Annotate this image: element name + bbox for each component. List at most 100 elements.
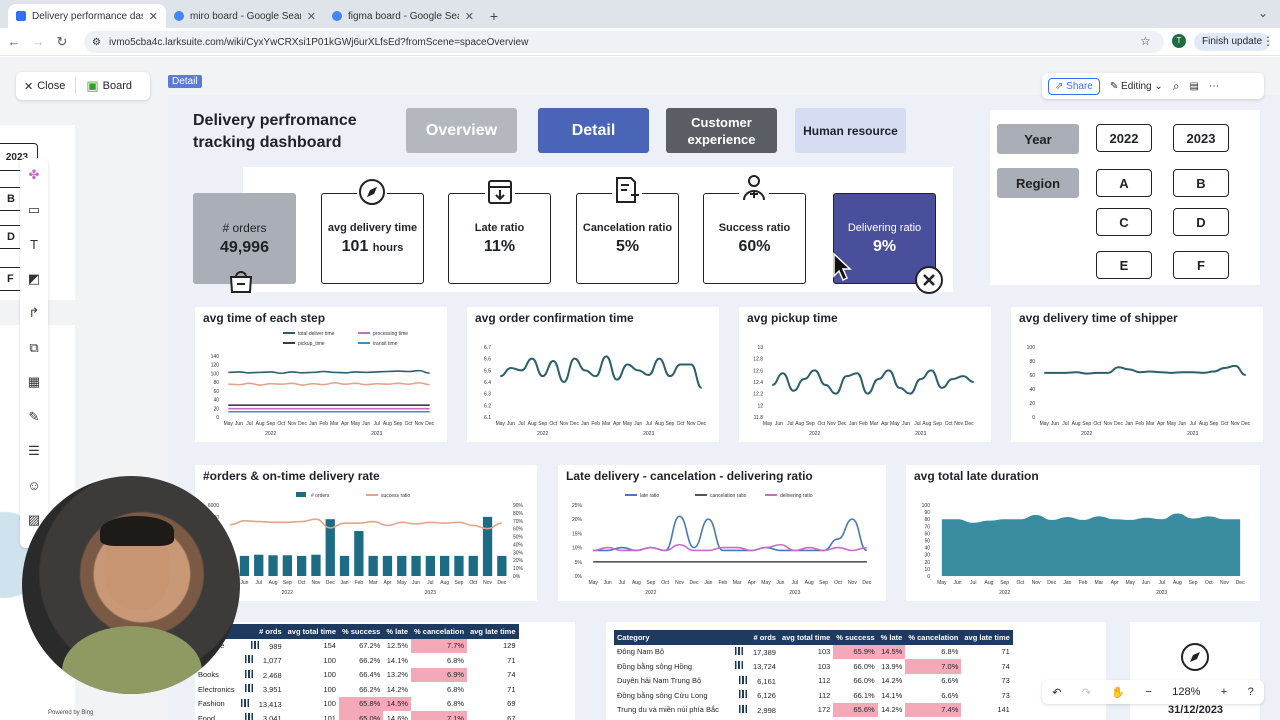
zoom-level[interactable]: 128% [1172, 686, 1201, 698]
close-tab-icon[interactable]: ✕ [464, 10, 474, 23]
table-row[interactable]: Electronics 3,951 100 66.2% 14.2% 6.8% 71 [195, 682, 519, 697]
image-tool-icon[interactable]: ▨ [27, 512, 41, 528]
finish-update-button[interactable]: Finish update [1194, 33, 1271, 51]
column-header[interactable]: avg total time [284, 624, 339, 639]
table-row[interactable]: Trung du và miền núi phía Bắc 2,998 172 65.… [614, 702, 1013, 717]
reload-icon[interactable]: ↻ [56, 33, 68, 49]
region-a-button[interactable]: A [1096, 169, 1152, 197]
region-f-button[interactable]: F [1173, 251, 1229, 279]
nav-customer-experience-button[interactable]: Customer experience [666, 108, 777, 153]
help-icon[interactable]: ? [1247, 686, 1254, 698]
table-cell: 14.1% [881, 690, 903, 700]
kpi-success-ratio[interactable]: Success ratio 60% [703, 193, 806, 284]
region-e-button[interactable]: E [1096, 251, 1152, 279]
table-row[interactable]: Đồng bằng sông Cửu Long 6,126 112 66.1% 14.1… [614, 688, 1013, 703]
bookmark-star-icon[interactable]: ☆ [1140, 34, 1151, 48]
x-tick-label: Nov [483, 580, 492, 586]
column-header[interactable]: avg total time [778, 630, 834, 645]
column-header[interactable]: % cancelation [411, 624, 468, 639]
column-header[interactable]: avg late time [961, 630, 1013, 645]
text-tool-icon[interactable]: T [30, 236, 38, 252]
list-tool-icon[interactable]: ☰ [28, 443, 40, 459]
y-tick-label: 60 [924, 531, 930, 537]
x-tick-label: May [397, 580, 407, 586]
table-row[interactable]: Duyên hải Nam Trung Bộ 6,161 112 66.0% 14.2%… [614, 674, 1013, 689]
board-title[interactable]: Board [102, 80, 132, 92]
ai-tool-icon[interactable]: ✤ [28, 167, 40, 183]
column-header[interactable]: % late [877, 630, 906, 645]
kpi-delivering-ratio[interactable]: Delivering ratio 9% [833, 193, 936, 284]
column-header[interactable]: % success [338, 624, 384, 639]
year-2022-button[interactable]: 2022 [1096, 124, 1152, 152]
table-tool-icon[interactable]: ▦ [27, 374, 41, 390]
table-cell: 172 [817, 705, 831, 715]
zoom-out-icon[interactable]: − [1145, 686, 1152, 698]
table-row[interactable]: Đông Nam Bộ 17,389 103 65.9% 14.5% 6.8% 71 [614, 644, 1013, 659]
table-row[interactable]: Fashion 13,413 100 65.8% 14.5% 6.8% 69 [195, 696, 519, 711]
table-row[interactable]: Đồng bằng sông Hồng 13,724 103 66.0% 13.9% 7.… [614, 659, 1013, 674]
x-tick-label: May [496, 421, 506, 427]
browser-tab[interactable]: Delivery performance dashbo ✕ [8, 4, 166, 28]
connector-tool-icon[interactable]: ↱ [28, 305, 40, 321]
region-filter-label: Region [997, 168, 1079, 198]
browser-tab[interactable]: miro board - Google Search ✕ [166, 4, 324, 28]
column-header[interactable]: Category [614, 630, 732, 645]
series-line [772, 369, 974, 395]
nav-overview-button[interactable]: Overview [406, 108, 517, 153]
region-b-button[interactable]: B [1173, 169, 1229, 197]
x-tick-label: Apr [613, 421, 621, 427]
close-icon[interactable]: ✕ [24, 80, 34, 93]
close-tab-icon[interactable]: ✕ [148, 10, 158, 23]
left-year-chip[interactable]: 2023 [0, 143, 38, 171]
frame-tag[interactable]: Detail [168, 75, 202, 88]
nav-human-resource-button[interactable]: Human resource [795, 108, 906, 153]
rectangle-tool-icon[interactable]: ▭ [27, 201, 41, 217]
forward-icon[interactable]: → [31, 34, 45, 49]
close-button[interactable]: Close [37, 80, 66, 92]
kpi-avg-delivery-time[interactable]: avg delivery time 101 hours [321, 193, 424, 284]
frame-tool-icon[interactable]: ⧉ [29, 339, 39, 355]
column-header[interactable]: # ords [237, 624, 285, 639]
table-row[interactable]: omotive98915467.2%12.5%7.7%129 [195, 638, 519, 653]
back-icon[interactable]: ← [7, 34, 21, 49]
more-icon[interactable]: ⋯ [1208, 80, 1219, 92]
table-row[interactable]: Food 3,041 101 65.0% 14.6% 7.1% 67 [195, 711, 519, 720]
browser-menu-icon[interactable]: ⋮ [1262, 34, 1274, 48]
emoji-tool-icon[interactable]: ☺ [27, 478, 41, 494]
pen-tool-icon[interactable]: ✎ [28, 408, 40, 424]
outline-icon[interactable]: ▤ [1189, 80, 1199, 92]
tab-search-icon[interactable]: ⌄ [1257, 6, 1268, 20]
hand-tool-icon[interactable]: ✋ [1111, 686, 1126, 699]
editing-dropdown[interactable]: ✎ Editing ⌄ [1109, 80, 1163, 92]
share-button[interactable]: ⇗ Share [1048, 77, 1100, 95]
y-tick-label: 12.4 [753, 380, 763, 386]
close-tab-icon[interactable]: ✕ [306, 10, 316, 23]
x-tick-label: Oct [1221, 421, 1229, 427]
column-header[interactable]: % late [383, 624, 412, 639]
column-header[interactable]: avg late time [467, 624, 519, 639]
x-tick-label: Sep [933, 421, 942, 427]
sticky-note-icon[interactable]: ◩ [27, 270, 41, 286]
table-row[interactable]: Books 2,468 100 66.4% 13.2% 6.9% 74 [195, 667, 519, 682]
chart-panel-pickup: avg pickup time 11.8 12 12.2 12.4 12.6 12.8 13… [739, 307, 991, 442]
browser-tab[interactable]: figma board - Google Search ✕ [324, 4, 482, 28]
redo-icon[interactable]: ↷ [1081, 686, 1091, 699]
column-header[interactable]: % success [833, 630, 878, 645]
column-header[interactable]: # ords [732, 630, 779, 645]
kpi-orders[interactable]: # orders 49,996 [193, 193, 296, 284]
site-info-icon[interactable]: ⚙ [92, 36, 101, 48]
kpi-cancelation-ratio[interactable]: Cancelation ratio 5% [576, 193, 679, 284]
year-2023-button[interactable]: 2023 [1173, 124, 1229, 152]
region-d-button[interactable]: D [1173, 208, 1229, 236]
url-field[interactable]: ⚙ ivmo5cba4c.larksuite.com/wiki/CyxYwCRX… [84, 31, 1164, 53]
new-tab-icon[interactable]: + [489, 8, 499, 24]
profile-avatar[interactable]: T [1172, 34, 1186, 48]
undo-icon[interactable]: ↶ [1052, 686, 1062, 699]
region-c-button[interactable]: C [1096, 208, 1152, 236]
zoom-in-icon[interactable]: + [1220, 686, 1228, 698]
nav-detail-button[interactable]: Detail [538, 108, 649, 153]
column-header[interactable]: % cancelation [905, 630, 962, 645]
sparkbar-icon [739, 704, 748, 713]
search-icon[interactable]: ⌕ [1172, 78, 1180, 93]
